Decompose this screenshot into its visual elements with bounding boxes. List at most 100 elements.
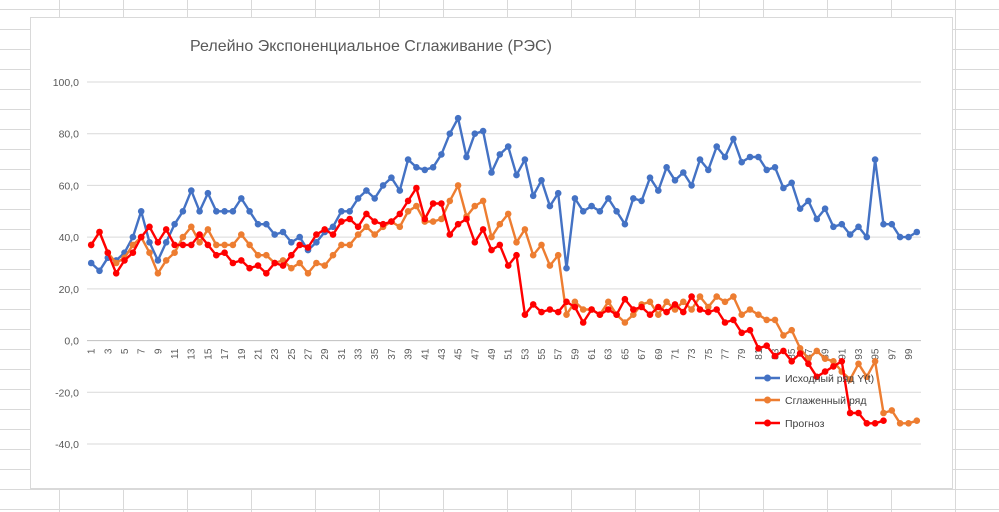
data-point	[596, 311, 604, 319]
data-point	[96, 228, 103, 236]
data-point	[621, 319, 629, 326]
x-tick-label: 89	[821, 348, 832, 360]
x-tick-label: 39	[404, 348, 415, 360]
data-point	[605, 298, 612, 306]
data-point	[221, 241, 228, 249]
data-point	[104, 249, 112, 256]
data-point	[96, 267, 103, 275]
chart-area[interactable]: Релейно Экспоненциальное Сглаживание (РЭ…	[30, 17, 953, 489]
data-point	[404, 208, 412, 215]
data-point	[479, 197, 487, 205]
y-tick-label: 0,0	[64, 336, 79, 348]
y-tick-label: 40,0	[59, 232, 80, 244]
data-point	[162, 239, 170, 246]
data-point	[238, 195, 245, 202]
y-tick-label: 60,0	[59, 180, 80, 192]
x-tick-label: 77	[721, 348, 732, 360]
data-point	[863, 373, 871, 381]
y-tick-label: -40,0	[55, 439, 79, 451]
x-tick-label: 33	[354, 348, 365, 360]
legend-marker-original	[764, 374, 771, 382]
data-point	[87, 241, 95, 249]
x-tick-label: 27	[304, 348, 315, 360]
data-point	[471, 130, 479, 137]
data-point	[738, 158, 745, 166]
data-point	[671, 177, 679, 184]
x-tick-label: 13	[187, 348, 198, 360]
legend-marker-smoothed	[764, 396, 771, 404]
data-point	[763, 316, 770, 324]
data-point	[671, 301, 679, 308]
data-point	[379, 182, 387, 189]
data-point	[763, 166, 770, 174]
gridlines	[87, 81, 921, 445]
data-point	[263, 251, 270, 259]
data-point	[196, 239, 203, 246]
data-point	[229, 208, 237, 215]
data-point	[129, 233, 137, 241]
x-tick-label: 41	[420, 348, 431, 360]
data-point	[204, 226, 212, 233]
data-point	[363, 223, 370, 231]
y-tick-label: 80,0	[59, 129, 80, 141]
y-axis-tick-labels: 100,0 80,0 60,0 40,0 20,0 0,0 -20,0 -40,0	[53, 77, 79, 451]
data-point	[538, 308, 545, 316]
data-point	[805, 360, 812, 368]
data-point	[204, 241, 212, 249]
data-point	[771, 352, 779, 360]
x-tick-label: 85	[787, 348, 798, 360]
data-point	[521, 226, 529, 233]
data-point	[871, 156, 879, 163]
data-point	[413, 202, 420, 210]
data-point	[746, 326, 754, 334]
data-point	[404, 156, 412, 163]
data-point	[129, 249, 137, 256]
data-point	[346, 208, 354, 215]
data-point	[880, 220, 887, 228]
line-chart: Релейно Экспоненциальное Сглаживание (РЭ…	[53, 38, 921, 451]
data-point	[621, 220, 629, 228]
data-point	[129, 241, 137, 249]
data-point	[396, 210, 404, 218]
data-point	[579, 208, 587, 215]
x-tick-label: 5	[120, 348, 131, 354]
data-point	[780, 332, 787, 339]
data-point	[546, 262, 554, 269]
x-tick-label: 17	[220, 348, 231, 360]
data-point	[705, 303, 712, 311]
data-point	[638, 197, 645, 205]
data-point	[846, 376, 854, 383]
data-point	[671, 306, 679, 313]
data-point	[162, 257, 170, 264]
data-point	[471, 239, 479, 246]
data-point	[429, 218, 437, 225]
data-point	[188, 187, 195, 194]
data-point	[404, 197, 412, 205]
data-point	[338, 208, 345, 215]
data-point	[87, 259, 95, 267]
data-point	[813, 373, 821, 381]
x-tick-label: 79	[737, 348, 748, 360]
data-point	[888, 407, 896, 414]
data-point	[429, 164, 437, 171]
data-point	[563, 298, 570, 306]
data-point	[696, 306, 704, 313]
data-point	[513, 239, 520, 246]
data-point	[638, 303, 645, 311]
data-point	[513, 251, 520, 259]
data-point	[571, 195, 579, 202]
data-point	[354, 223, 362, 231]
data-point	[221, 208, 228, 215]
data-point	[421, 166, 429, 174]
data-point	[871, 358, 879, 365]
data-point	[213, 208, 220, 215]
data-point	[154, 257, 162, 264]
data-point	[488, 233, 495, 241]
data-point	[246, 264, 253, 272]
x-tick-label: 19	[237, 348, 248, 360]
data-point	[538, 177, 545, 184]
data-point	[396, 187, 404, 194]
data-point	[479, 127, 487, 135]
data-point	[579, 306, 587, 313]
data-point	[855, 409, 862, 417]
